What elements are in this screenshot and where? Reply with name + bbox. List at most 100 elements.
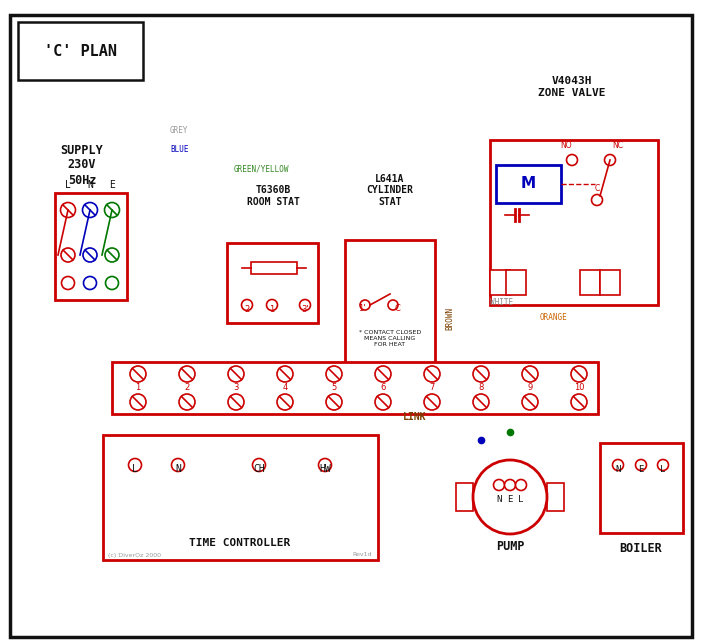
Circle shape	[253, 458, 265, 472]
Text: NC: NC	[612, 141, 623, 150]
Text: 4: 4	[282, 383, 288, 392]
Bar	[600, 270, 620, 295]
Circle shape	[635, 460, 647, 470]
Text: GREEN/YELLOW: GREEN/YELLOW	[234, 165, 289, 174]
Text: N: N	[87, 180, 93, 190]
Circle shape	[522, 366, 538, 382]
Text: ORANGE: ORANGE	[540, 313, 568, 322]
Text: 10: 10	[574, 383, 584, 392]
Text: * CONTACT CLOSED
MEANS CALLING
FOR HEAT: * CONTACT CLOSED MEANS CALLING FOR HEAT	[359, 330, 421, 347]
Circle shape	[473, 460, 547, 534]
Circle shape	[179, 394, 195, 410]
Text: NO: NO	[560, 141, 572, 150]
Text: V4043H
ZONE VALVE: V4043H ZONE VALVE	[538, 76, 606, 98]
Circle shape	[130, 366, 146, 382]
Text: SUPPLY
230V
50Hz: SUPPLY 230V 50Hz	[60, 144, 103, 187]
Text: E: E	[508, 495, 512, 504]
Text: HW: HW	[319, 464, 331, 474]
Text: L: L	[661, 465, 665, 474]
Circle shape	[62, 276, 74, 290]
Bar	[112, 362, 598, 414]
Circle shape	[388, 300, 398, 310]
Text: 9: 9	[527, 383, 533, 392]
Circle shape	[84, 276, 96, 290]
Bar	[600, 443, 683, 533]
Circle shape	[604, 154, 616, 165]
Circle shape	[105, 248, 119, 262]
Text: C: C	[394, 304, 400, 313]
Circle shape	[105, 203, 119, 217]
Circle shape	[494, 479, 505, 490]
Circle shape	[505, 479, 515, 490]
Bar	[496, 165, 561, 203]
Text: 6: 6	[380, 383, 385, 392]
Circle shape	[105, 276, 119, 290]
Circle shape	[130, 394, 146, 410]
Bar	[506, 270, 526, 295]
Circle shape	[473, 366, 489, 382]
Circle shape	[613, 460, 623, 470]
Circle shape	[128, 458, 142, 472]
Text: L: L	[518, 495, 524, 504]
Bar	[580, 270, 600, 295]
Circle shape	[522, 394, 538, 410]
Text: GREY: GREY	[170, 126, 189, 135]
Text: PUMP: PUMP	[496, 540, 524, 553]
Circle shape	[319, 458, 331, 472]
Text: 8: 8	[478, 383, 484, 392]
Circle shape	[571, 366, 587, 382]
Text: L: L	[132, 464, 138, 474]
Bar	[251, 262, 297, 274]
Text: E: E	[638, 465, 644, 474]
Circle shape	[567, 154, 578, 165]
Text: BLUE: BLUE	[170, 145, 189, 154]
Text: 1: 1	[270, 305, 274, 314]
Bar	[490, 270, 510, 295]
Bar	[547, 483, 564, 511]
Text: Rev1d: Rev1d	[352, 553, 372, 558]
Text: E: E	[109, 180, 115, 190]
Circle shape	[277, 394, 293, 410]
Circle shape	[515, 479, 526, 490]
Circle shape	[179, 366, 195, 382]
Circle shape	[326, 394, 342, 410]
Text: 3': 3'	[301, 305, 309, 314]
Circle shape	[61, 248, 75, 262]
Text: M: M	[520, 176, 536, 192]
Circle shape	[375, 394, 391, 410]
Circle shape	[277, 366, 293, 382]
Bar	[18, 22, 143, 80]
Text: (c) DiverOz 2000: (c) DiverOz 2000	[108, 553, 161, 558]
Circle shape	[375, 366, 391, 382]
Circle shape	[424, 366, 440, 382]
Text: 'C' PLAN: 'C' PLAN	[44, 44, 117, 58]
Text: N: N	[496, 495, 502, 504]
Circle shape	[83, 203, 98, 217]
Circle shape	[571, 394, 587, 410]
Circle shape	[171, 458, 185, 472]
Text: WHITE: WHITE	[490, 298, 513, 307]
Text: 1: 1	[135, 383, 140, 392]
Bar	[456, 483, 473, 511]
Text: T6360B
ROOM STAT: T6360B ROOM STAT	[246, 185, 300, 207]
Text: 7: 7	[430, 383, 435, 392]
Text: LINK: LINK	[403, 412, 427, 422]
Circle shape	[228, 366, 244, 382]
Text: 1': 1'	[358, 304, 366, 313]
Circle shape	[60, 203, 76, 217]
Circle shape	[300, 299, 310, 310]
Bar	[103, 435, 378, 560]
Text: CH: CH	[253, 464, 265, 474]
Circle shape	[241, 299, 253, 310]
Text: N: N	[616, 465, 621, 474]
Circle shape	[267, 299, 277, 310]
Text: BOILER: BOILER	[620, 542, 663, 554]
Circle shape	[228, 394, 244, 410]
Bar	[345, 240, 435, 370]
Text: C: C	[595, 184, 600, 193]
Text: 2: 2	[244, 305, 250, 314]
Circle shape	[592, 194, 602, 206]
Bar	[55, 193, 127, 300]
Text: L641A
CYLINDER
STAT: L641A CYLINDER STAT	[366, 174, 413, 207]
Text: 3: 3	[233, 383, 239, 392]
